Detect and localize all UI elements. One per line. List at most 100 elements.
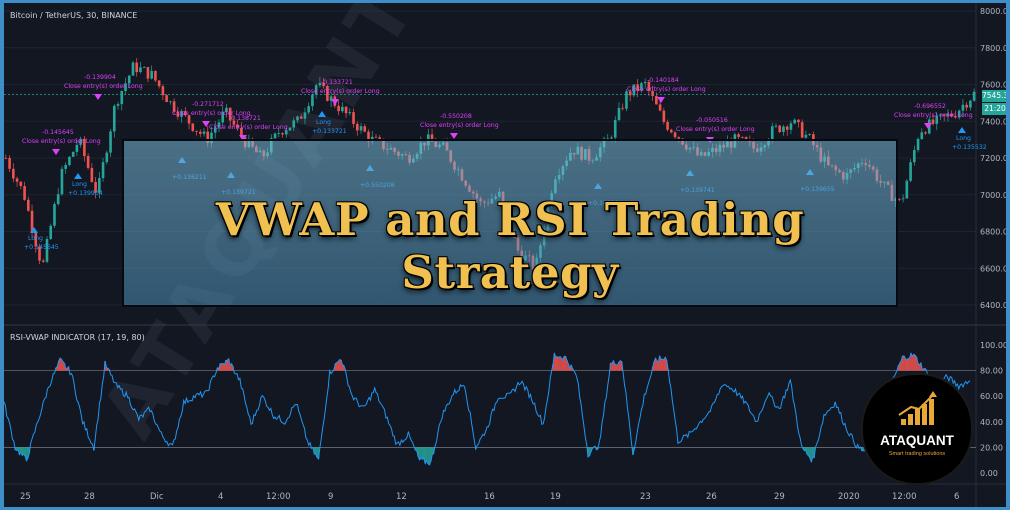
candle-body	[38, 246, 41, 261]
candle-body	[105, 152, 109, 163]
price-tick-label: 6800.00	[980, 228, 1006, 237]
candle-body	[49, 225, 53, 239]
candle-body	[942, 114, 946, 116]
candle-body	[744, 137, 748, 141]
candle-body	[191, 123, 195, 131]
candle-body	[741, 136, 744, 138]
candle-body	[920, 132, 924, 139]
candle-body	[352, 112, 355, 124]
candle-body	[430, 134, 434, 142]
candle-body	[355, 123, 359, 131]
candle-body	[782, 126, 785, 132]
entry-arrow	[318, 111, 326, 117]
candle-body	[225, 107, 228, 112]
candle-body	[71, 151, 75, 157]
exit-arrow	[52, 149, 60, 155]
price-tick-label: 7800.00	[980, 44, 1006, 53]
candle-body	[284, 130, 288, 135]
candle-body	[314, 85, 318, 95]
candle-body	[30, 210, 34, 233]
date-tick-label: 12:00	[266, 492, 291, 502]
date-tick-label: 2020	[838, 492, 860, 502]
exit-order-label: Close entry(s) order Long	[420, 122, 499, 129]
candle-body	[636, 84, 639, 91]
candle-body	[146, 67, 150, 79]
candle-body	[344, 106, 348, 114]
date-tick-label: 12	[396, 492, 407, 502]
price-tick-label: 7200.00	[980, 154, 1006, 163]
candle-body	[56, 194, 60, 205]
candle-body	[213, 127, 217, 133]
exit-order-label: Close entry(s) order Long	[301, 88, 380, 95]
candle-body	[161, 86, 165, 96]
candle-body	[150, 70, 153, 79]
candle-body	[322, 83, 325, 87]
price-tick-label: 8000.00	[980, 7, 1006, 16]
candle-body	[341, 106, 344, 112]
candle-body	[957, 110, 961, 118]
candle-body	[348, 112, 352, 114]
candle-body	[318, 83, 322, 86]
candle-body	[905, 180, 909, 199]
price-tick-label: 7600.00	[980, 81, 1006, 90]
candle-body	[737, 134, 740, 137]
rsi-tick-label: 20.00	[980, 443, 1003, 452]
rsi-tick-label: 80.00	[980, 367, 1003, 376]
candle-body	[640, 83, 643, 91]
candle-body	[378, 137, 382, 139]
candle-body	[127, 75, 131, 84]
exit-order-label: Close entry(s) order Long	[172, 110, 251, 117]
exit-profit-label: -0.133721	[321, 79, 353, 86]
candle-body	[770, 126, 774, 141]
entry-label: Long	[28, 235, 43, 242]
rsi-axis: 100.00 80.00 60.00 40.00 20.00 0.00	[980, 341, 1006, 478]
candle-body	[157, 80, 161, 87]
price-axis: 8000.00 7800.00 7600.00 7400.00 7200.00 7000.…	[980, 7, 1006, 310]
candle-body	[913, 150, 916, 163]
chart-area[interactable]: ATAQUANT -0.145645 Close entry(s) order L…	[4, 3, 1006, 507]
candle-body	[329, 96, 333, 101]
exit-arrow	[657, 97, 665, 103]
candle-body	[221, 111, 225, 123]
candle-body	[797, 119, 800, 123]
exit-profit-label: -0.138721	[229, 115, 261, 122]
candle-body	[139, 67, 142, 73]
candle-body	[180, 111, 183, 117]
candle-body	[785, 126, 789, 130]
candle-body	[210, 132, 213, 144]
date-tick-label: 26	[706, 492, 717, 502]
candle-body	[628, 91, 632, 96]
exit-order-label: Close entry(s) order Long	[894, 112, 973, 119]
exit-profit-label: -0.050516	[696, 117, 728, 124]
candle-body	[41, 260, 45, 262]
candle-body	[916, 138, 920, 151]
candle-body	[184, 111, 187, 116]
candle-body	[311, 94, 314, 107]
candle-body	[142, 67, 146, 68]
candle-body	[950, 113, 954, 117]
logo-name: ATAQUANT	[880, 433, 954, 448]
candle-body	[4, 158, 8, 159]
rsi-tick-label: 0.00	[980, 469, 998, 478]
candle-body	[228, 107, 232, 121]
candle-body	[651, 90, 654, 97]
candle-body	[658, 104, 662, 111]
date-tick-label: 28	[84, 492, 95, 502]
exit-profit-label: -0.696552	[914, 103, 946, 110]
entry-arrow	[30, 227, 38, 233]
candle-body	[610, 137, 613, 139]
candle-body	[296, 116, 299, 121]
candle-body	[198, 131, 202, 134]
candle-body	[939, 114, 942, 116]
candle-body	[898, 198, 901, 200]
exit-order-label: Close entry(s) order Long	[627, 86, 706, 93]
candle-body	[273, 133, 277, 139]
candle-body	[90, 167, 94, 182]
candle-body	[26, 199, 30, 211]
bars-icon	[898, 391, 937, 425]
candle-body	[236, 124, 239, 128]
price-tick-label: 6400.00	[980, 301, 1006, 310]
date-tick-label: 4	[218, 492, 223, 502]
candle-body	[98, 178, 101, 193]
